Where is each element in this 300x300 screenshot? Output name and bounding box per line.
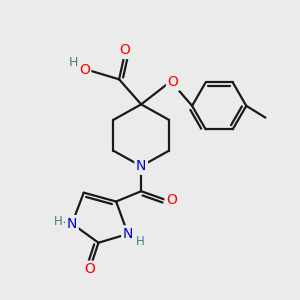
Text: N: N <box>123 227 133 241</box>
Text: N: N <box>136 159 146 173</box>
Text: H: H <box>54 215 63 228</box>
Text: O: O <box>119 44 130 58</box>
Text: O: O <box>166 193 177 207</box>
Text: O: O <box>167 75 178 89</box>
Text: O: O <box>79 64 90 77</box>
Text: H: H <box>69 56 78 69</box>
Text: N: N <box>67 217 77 231</box>
Text: H: H <box>136 235 145 248</box>
Text: O: O <box>84 262 95 276</box>
